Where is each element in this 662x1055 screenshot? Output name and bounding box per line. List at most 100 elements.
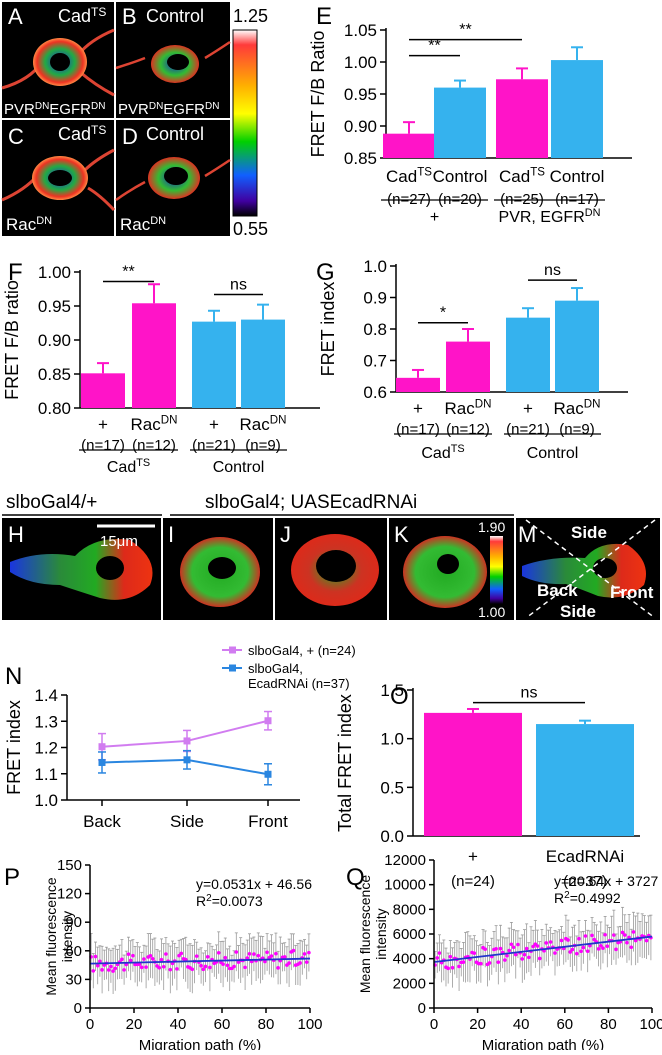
scatter-point: [128, 958, 133, 963]
y-tick-label: 0.5: [380, 778, 404, 797]
scatter-point: [194, 954, 199, 958]
panel-b-genotype: PVRDNEGFRDN: [118, 101, 219, 118]
scatter-point: [234, 950, 239, 954]
scatter-point: [585, 949, 590, 954]
panel-b-label: Control: [146, 6, 204, 26]
scatter-point: [548, 940, 553, 944]
scatter-point: [559, 938, 564, 943]
bar-label: CadTS: [386, 167, 432, 186]
scatter-point: [203, 964, 208, 969]
chart-f: F 0.80 0.85 0.90 0.95 1.00 FRET F/B ratio + (n=1…: [2, 259, 320, 476]
scatter-point: [276, 966, 280, 970]
legend-entry: slboGal4, + (n=24): [248, 643, 356, 658]
scatter-point: [245, 956, 250, 960]
header-left: slboGal4/+: [6, 492, 97, 513]
bar-n-label: (n=21): [506, 421, 550, 438]
panel-b-letter: B: [122, 4, 137, 29]
scatter-point: [631, 930, 636, 934]
scatter-point: [596, 947, 601, 951]
y-tick-label: 1.00: [38, 263, 71, 282]
scatter-point: [95, 963, 100, 968]
bar-2: [446, 341, 490, 392]
y-tick-label: 1.00: [344, 53, 377, 72]
scatter-point: [605, 944, 610, 949]
x-tick-label: 40: [170, 1016, 187, 1033]
bar-n-label: (n=17): [396, 421, 440, 438]
scatter-point: [307, 950, 311, 955]
y-tick-label: 10000: [384, 877, 426, 894]
scatter-point: [287, 961, 291, 965]
chart-p: P 0 30 60 90 120 150 0 20 40 60 80 100 Migration path…: [4, 857, 323, 1054]
scatter-point: [122, 968, 126, 972]
scatter-point: [247, 952, 252, 956]
bar-n-label: (n=12): [446, 421, 490, 438]
bar-label: RacDN: [445, 399, 492, 418]
scatter-point: [516, 942, 520, 947]
panel-k-letter: K: [394, 522, 409, 547]
scatter-point: [223, 955, 228, 960]
panel-a-letter: A: [8, 4, 23, 29]
bar-label: RacDN: [131, 415, 178, 434]
scatter-point: [568, 950, 573, 954]
x-tick-label: 40: [513, 1016, 530, 1033]
x-tick-label: 100: [639, 1016, 662, 1033]
panel-a-label: CadTS: [58, 5, 106, 26]
scatter-point: [448, 954, 453, 959]
scatter-point: [109, 964, 113, 969]
y-tick-label: 90: [65, 914, 82, 931]
y-tick-label: 0.85: [38, 365, 71, 384]
y-axis-label: FRET index: [4, 700, 24, 795]
bar-2: [132, 303, 176, 408]
scatter-point: [527, 955, 531, 960]
panel-c-label: CadTS: [58, 123, 106, 144]
bar-1: [383, 133, 435, 158]
panel-h-cell-lumen: [96, 556, 124, 580]
x-tick-label: 80: [258, 1016, 275, 1033]
group-label: CadTS: [421, 443, 464, 462]
scatter-point: [205, 954, 210, 959]
panel-j-cell-lumen: [316, 550, 356, 582]
color-scale-1: 1.25 0.55: [232, 6, 268, 239]
scatter-point: [625, 940, 629, 945]
scatter-point: [208, 965, 212, 970]
scatter-point: [503, 958, 507, 962]
x-tick-label: 0: [430, 1016, 438, 1033]
y-axis-label: FRET F/B Ratio: [308, 31, 328, 158]
panel-m: M Side Back Front Side: [516, 518, 660, 621]
bar-1: [81, 373, 125, 408]
scatter-point: [243, 965, 247, 970]
bar-n-label: (n=17): [81, 437, 125, 454]
scatter-point: [256, 953, 261, 958]
panel-d-genotype: RacDN: [120, 215, 166, 234]
bar-n-label: (n=24): [451, 873, 495, 890]
scatter-point: [581, 945, 586, 950]
scatter-point: [179, 951, 184, 956]
y-tick-label: 30: [65, 971, 82, 988]
chart-o: O 0.0 0.5 1.0 1.5 Total FRET index + (n=24) Ecad…: [335, 681, 640, 890]
panel-i-cell-lumen: [208, 557, 236, 579]
regression-r2: R2=0.4992: [554, 890, 621, 906]
panel-m-letter: M: [518, 522, 536, 547]
y-axis-label: Total FRET index: [335, 694, 355, 832]
y-tick-label: 1.0: [34, 791, 58, 810]
panel-h: H 15μm: [2, 518, 161, 620]
y-axis-label: Mean fluorescenceintensity: [357, 875, 389, 994]
scatter-point: [437, 951, 442, 955]
panel-c-letter: C: [8, 124, 24, 149]
y-axis-label: FRET index: [318, 282, 338, 377]
bar-4: [551, 60, 603, 158]
chart-q-letter: Q: [346, 864, 365, 891]
bar-1: [424, 712, 522, 836]
scatter-point: [435, 956, 440, 960]
scatter-point: [269, 954, 274, 958]
panel-j: J: [275, 518, 387, 620]
chart-e: E 0.85 0.90 0.95 1.00 1.05 FRET F/B Ratio CadTS…: [308, 3, 632, 226]
scatter-point: [291, 948, 296, 953]
y-tick-label: 0: [74, 1000, 82, 1017]
bar-n-label: (n=9): [559, 421, 594, 438]
y-tick-label: 60: [65, 943, 82, 960]
bar-n-label: (n=21): [192, 437, 236, 454]
scatter-point: [579, 949, 583, 954]
bar-label: CadTS: [499, 167, 545, 186]
